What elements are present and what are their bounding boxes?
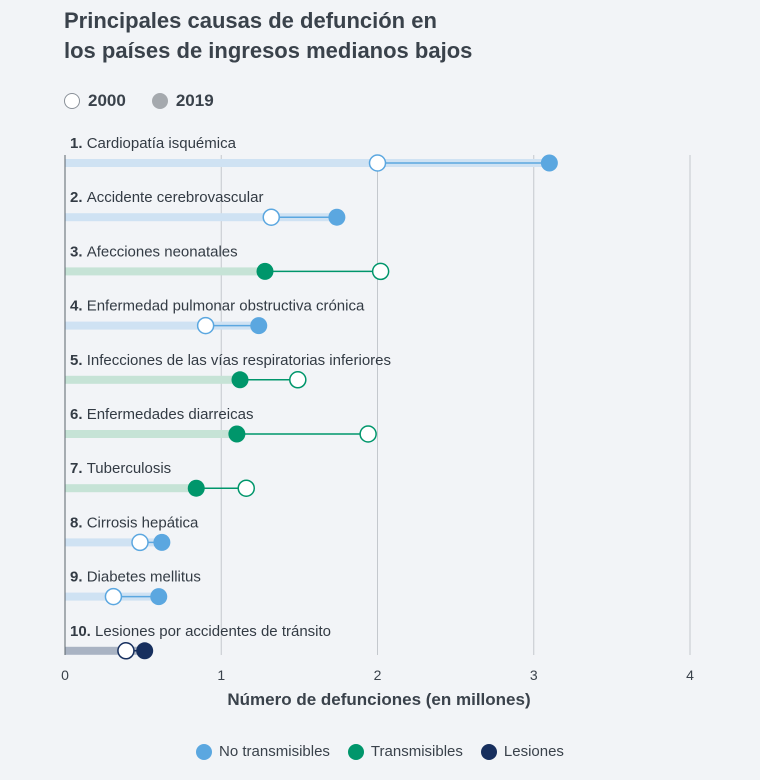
legend-dot-icon	[347, 743, 364, 760]
row-label-text: Diabetes mellitus	[87, 569, 201, 586]
value-band	[65, 159, 550, 167]
marker-2019	[228, 425, 246, 443]
value-band	[65, 430, 237, 438]
chart-title-line-2: los países de ingresos medianos bajos	[64, 38, 473, 63]
chart-title-line-1: Principales causas de defunción en	[64, 8, 437, 33]
row-rank: 7.	[70, 460, 87, 477]
row-rank: 1.	[70, 135, 87, 152]
row-rank: 8.	[70, 514, 87, 531]
value-band	[65, 375, 240, 384]
row-label-text: Enfermedades diarreicas	[87, 406, 254, 423]
marker-2000	[196, 316, 215, 335]
row-label-text: Afecciones neonatales	[87, 243, 238, 260]
value-band	[65, 646, 145, 655]
marker-2019	[153, 533, 171, 551]
row-rank: 3.	[70, 243, 87, 260]
legend-label: Lesiones	[503, 743, 564, 760]
marker-2000	[237, 479, 255, 497]
row-label: 1. Cardiopatía isquémica	[70, 135, 237, 152]
marker-2019	[540, 154, 558, 172]
row-label: 2. Accidente cerebrovascular	[70, 189, 263, 206]
x-tick-label: 3	[530, 667, 538, 683]
marker-2019	[150, 588, 168, 606]
marker-2000	[117, 642, 135, 660]
marker-2019	[231, 371, 249, 389]
row-label: 7. Tuberculosis	[70, 460, 171, 477]
category-legend: No transmisibles Transmisibles Lesiones	[0, 743, 760, 760]
row-rank: 5.	[70, 352, 87, 369]
row-rank: 4.	[70, 298, 87, 315]
marker-2000	[289, 371, 307, 389]
legend-item-transmisibles[interactable]: Transmisibles	[347, 743, 463, 760]
marker-2019	[187, 479, 205, 497]
marker-2000	[371, 262, 390, 281]
value-band	[65, 321, 259, 330]
marker-2000	[131, 533, 149, 552]
row-label-text: Cirrosis hepática	[87, 514, 199, 531]
row-label-text: Lesiones por accidentes de tránsito	[95, 623, 331, 640]
legend-item-2000[interactable]: 2000	[64, 91, 126, 111]
value-band	[65, 213, 337, 222]
open-circle-icon	[64, 93, 80, 109]
row-label: 3. Afecciones neonatales	[70, 243, 238, 260]
marker-2000	[104, 587, 123, 606]
x-tick-label: 1	[217, 667, 225, 683]
legend-label: No transmisibles	[219, 743, 330, 760]
legend-item-2019[interactable]: 2019	[151, 91, 214, 111]
row-label: 8. Cirrosis hepática	[70, 514, 199, 531]
legend-dot-icon	[480, 743, 497, 760]
legend-item-lesiones[interactable]: Lesiones	[480, 743, 564, 760]
value-band	[65, 267, 265, 276]
marker-2019	[250, 317, 268, 335]
dumbbell-chart: 0 1 2 3 4 1. Cardiopatía isquémica 2. Accident…	[61, 135, 694, 683]
marker-2000	[262, 208, 280, 226]
chart-title: Principales causas de defunción en los p…	[64, 6, 624, 66]
filled-circle-icon	[151, 93, 168, 109]
row-rank: 6.	[70, 406, 87, 423]
year-legend: 2000 2019	[64, 91, 240, 111]
value-band	[65, 484, 197, 493]
x-tick-label: 4	[686, 667, 694, 683]
x-axis-label: Número de defunciones (en millones)	[227, 690, 531, 709]
legend-dot-icon	[196, 743, 213, 760]
legend-label: Transmisibles	[370, 743, 463, 760]
row-rank: 10.	[70, 623, 95, 640]
row-label-text: Tuberculosis	[87, 460, 171, 477]
x-tick-label: 0	[61, 667, 69, 683]
row-label: 9. Diabetes mellitus	[70, 569, 201, 586]
row-label-text: Accidente cerebrovascular	[87, 189, 264, 206]
row-label-text: Enfermedad pulmonar obstructiva crónica	[87, 298, 365, 315]
row-label-text: Infecciones de las vías respiratorias in…	[87, 352, 391, 369]
row-label: 5. Infecciones de las vías respiratorias…	[70, 352, 391, 369]
value-band	[65, 538, 162, 547]
legend-item-no-transmisibles[interactable]: No transmisibles	[196, 743, 330, 760]
row-label: 6. Enfermedades diarreicas	[70, 406, 253, 423]
legend-label-2000: 2000	[88, 91, 126, 110]
marker-2019	[256, 262, 274, 280]
marker-2019	[328, 208, 346, 226]
x-tick-label: 2	[374, 667, 382, 683]
row-label-text: Cardiopatía isquémica	[87, 135, 237, 152]
marker-2000	[359, 425, 377, 443]
row-rank: 2.	[70, 189, 87, 206]
row-rank: 9.	[70, 569, 87, 586]
row-label: 4. Enfermedad pulmonar obstructiva cróni…	[70, 298, 365, 315]
marker-2000	[368, 154, 387, 172]
row-label: 10. Lesiones por accidentes de tránsito	[70, 623, 331, 640]
legend-label-2019: 2019	[175, 91, 214, 110]
marker-2019	[136, 642, 154, 660]
